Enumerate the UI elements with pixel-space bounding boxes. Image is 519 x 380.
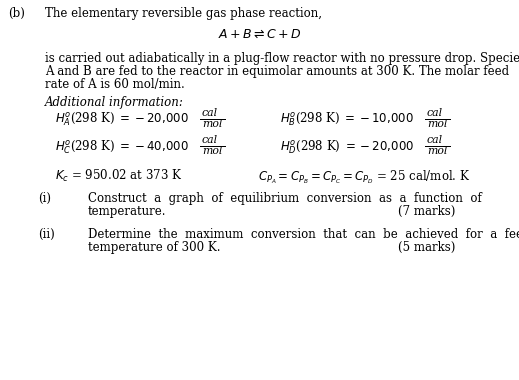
Text: $K_c$ = 950.02 at 373 K: $K_c$ = 950.02 at 373 K xyxy=(55,168,182,184)
Text: (7 marks): (7 marks) xyxy=(398,205,455,218)
Text: Determine  the  maximum  conversion  that  can  be  achieved  for  a  feed: Determine the maximum conversion that ca… xyxy=(88,228,519,241)
Text: $H_C^o$(298 K) $= -40{,}000$: $H_C^o$(298 K) $= -40{,}000$ xyxy=(55,138,189,155)
Text: (b): (b) xyxy=(8,7,25,20)
Text: mol: mol xyxy=(427,146,447,156)
Text: $C_{P_A} = C_{P_B} = C_{P_C} = C_{P_D}$ = 25 cal/mol. K: $C_{P_A} = C_{P_B} = C_{P_C} = C_{P_D}$ … xyxy=(258,168,470,185)
Text: temperature of 300 K.: temperature of 300 K. xyxy=(88,241,221,254)
Text: $H_B^o$(298 K) $= -10{,}000$: $H_B^o$(298 K) $= -10{,}000$ xyxy=(280,111,414,128)
Text: rate of A is 60 mol/min.: rate of A is 60 mol/min. xyxy=(45,78,185,91)
Text: mol: mol xyxy=(202,146,222,156)
Text: (ii): (ii) xyxy=(38,228,54,241)
Text: temperature.: temperature. xyxy=(88,205,167,218)
Text: Construct  a  graph  of  equilibrium  conversion  as  a  function  of: Construct a graph of equilibrium convers… xyxy=(88,192,482,205)
Text: (5 marks): (5 marks) xyxy=(398,241,455,254)
Text: cal: cal xyxy=(427,108,443,118)
Text: mol: mol xyxy=(202,119,222,129)
Text: cal: cal xyxy=(202,135,218,145)
Text: $H_D^o$(298 K) $= -20{,}000$: $H_D^o$(298 K) $= -20{,}000$ xyxy=(280,138,414,155)
Text: $H_A^o$(298 K) $= -20{,}000$: $H_A^o$(298 K) $= -20{,}000$ xyxy=(55,111,189,128)
Text: mol: mol xyxy=(427,119,447,129)
Text: A and B are fed to the reactor in equimolar amounts at 300 K. The molar feed: A and B are fed to the reactor in equimo… xyxy=(45,65,509,78)
Text: cal: cal xyxy=(202,108,218,118)
Text: Additional information:: Additional information: xyxy=(45,96,184,109)
Text: $A + B \rightleftharpoons C + D$: $A + B \rightleftharpoons C + D$ xyxy=(218,28,302,41)
Text: (i): (i) xyxy=(38,192,51,205)
Text: The elementary reversible gas phase reaction,: The elementary reversible gas phase reac… xyxy=(45,7,322,20)
Text: is carried out adiabatically in a plug-flow reactor with no pressure drop. Speci: is carried out adiabatically in a plug-f… xyxy=(45,52,519,65)
Text: cal: cal xyxy=(427,135,443,145)
